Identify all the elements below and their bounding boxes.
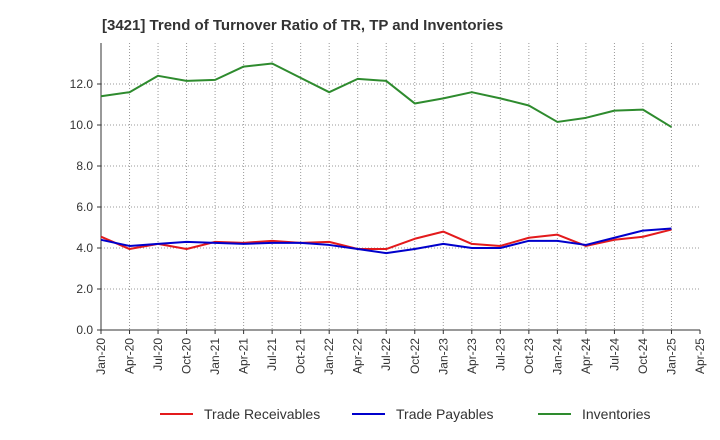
- y-tick-label: 8.0: [76, 159, 93, 173]
- series-line-trade-payables: [100, 227, 672, 255]
- legend-item-trade-payables: Trade Payables: [352, 406, 494, 422]
- x-tick-label: Apr-20: [123, 338, 137, 374]
- y-tick-label: 4.0: [76, 241, 93, 255]
- y-tick-label: 2.0: [76, 282, 93, 296]
- x-tick-label: Jan-20: [94, 338, 108, 375]
- x-tick-label: Jan-21: [208, 338, 222, 375]
- x-tick-label: Oct-21: [294, 338, 308, 374]
- x-tick-label: Jan-25: [664, 338, 678, 375]
- y-tick-label: 6.0: [76, 200, 93, 214]
- series-line-trade-receivables: [100, 228, 672, 251]
- x-tick-label: Apr-21: [237, 338, 251, 374]
- x-tick-label: Jan-23: [436, 338, 450, 375]
- x-tick-label: Apr-23: [465, 338, 479, 374]
- x-tick-label: Oct-24: [636, 338, 650, 374]
- x-tick-label: Jul-22: [379, 338, 393, 371]
- x-tick-label: Jul-21: [265, 338, 279, 371]
- legend-item-inventories: Inventories: [538, 406, 650, 422]
- x-tick-label: Oct-20: [180, 338, 194, 374]
- legend: Trade Receivables Trade Payables Inventori…: [160, 406, 650, 422]
- legend-label: Inventories: [582, 406, 650, 422]
- y-tick-label: 0.0: [76, 323, 93, 337]
- x-tick-label: Jul-24: [607, 338, 621, 371]
- axis-layer: 0.0 2.0 4.0 6.0 8.0 10.0 12.0 Jan-20 Apr-20 Jul-2…: [70, 43, 707, 375]
- x-tick-label: Oct-22: [408, 338, 422, 374]
- x-tick-label: Apr-24: [579, 338, 593, 374]
- x-tick-label: Oct-23: [522, 338, 536, 374]
- chart-title: [3421] Trend of Turnover Ratio of TR, TP…: [102, 17, 503, 34]
- legend-label: Trade Payables: [396, 406, 494, 422]
- series-line-inventories: [100, 62, 673, 128]
- x-tick-label: Jan-22: [322, 338, 336, 375]
- x-tick-label: Jul-23: [493, 338, 507, 371]
- y-tick-label: 12.0: [70, 77, 94, 91]
- legend-item-trade-receivables: Trade Receivables: [160, 406, 320, 422]
- x-tick-label: Jul-20: [151, 338, 165, 371]
- x-tick-label: Apr-25: [693, 338, 707, 374]
- x-tick-label: Apr-22: [351, 338, 365, 374]
- x-tick-label: Jan-24: [550, 338, 564, 375]
- legend-label: Trade Receivables: [204, 406, 320, 422]
- y-tick-label: 10.0: [70, 118, 94, 132]
- series-layer: [100, 62, 673, 255]
- grid-layer: [101, 43, 700, 330]
